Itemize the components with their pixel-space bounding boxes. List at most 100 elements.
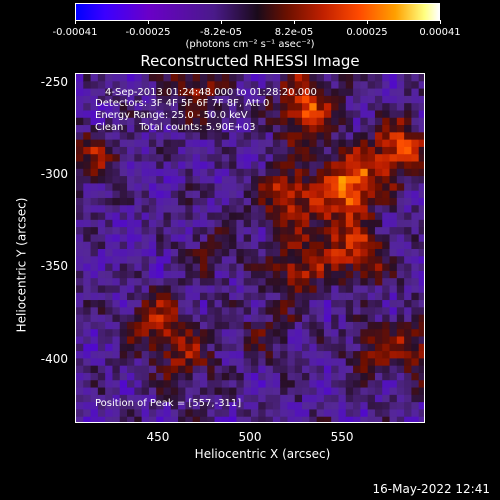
heatmap-cell xyxy=(331,197,340,206)
heatmap-cell xyxy=(134,176,143,184)
heatmap-cell xyxy=(411,285,420,294)
heatmap-cell xyxy=(389,263,398,272)
heatmap-cell xyxy=(156,270,165,279)
heatmap-cell xyxy=(382,336,391,345)
heatmap-cell xyxy=(156,95,165,104)
heatmap-cell xyxy=(272,103,281,112)
heatmap-cell xyxy=(280,263,289,272)
heatmap-cell xyxy=(367,125,376,133)
heatmap-cell xyxy=(272,351,281,359)
heatmap-cell xyxy=(272,263,281,272)
heatmap-cell xyxy=(353,212,361,221)
heatmap-cell xyxy=(178,125,186,133)
heatmap-cell xyxy=(119,307,128,316)
heatmap-cell xyxy=(258,372,267,381)
heatmap-cell xyxy=(178,278,186,287)
heatmap-cell xyxy=(382,219,391,228)
heatmap-cell xyxy=(192,88,201,97)
heatmap-cell xyxy=(338,336,347,345)
heatmap-cell xyxy=(258,329,267,338)
heatmap-cell xyxy=(119,183,128,192)
heatmap-cell xyxy=(258,139,267,148)
heatmap-cell xyxy=(353,343,361,352)
heatmap-cell xyxy=(141,314,150,323)
heatmap-cell xyxy=(353,402,361,411)
heatmap-cell xyxy=(294,249,303,257)
heatmap-cell xyxy=(353,249,361,257)
heatmap-cell xyxy=(134,314,143,323)
heatmap-cell xyxy=(302,190,310,199)
heatmap-cell xyxy=(302,176,310,184)
heatmap-cell xyxy=(229,343,238,352)
heatmap-cell xyxy=(389,95,398,104)
heatmap-cell xyxy=(221,256,230,265)
heatmap-cell xyxy=(199,132,208,141)
heatmap-cell xyxy=(411,161,420,170)
heatmap-cell xyxy=(272,307,281,316)
heatmap-cell xyxy=(360,387,369,396)
heatmap-cell xyxy=(236,256,245,265)
heatmap-cell xyxy=(345,227,354,236)
heatmap-cell xyxy=(148,380,157,389)
heatmap-cell xyxy=(331,372,340,381)
heatmap-cell xyxy=(367,234,376,243)
heatmap-cell xyxy=(323,336,332,345)
heatmap-cell xyxy=(404,190,413,199)
heatmap-cell xyxy=(404,146,413,155)
heatmap-cell xyxy=(396,139,405,148)
image-plot-area[interactable] xyxy=(75,73,425,423)
heatmap-cell xyxy=(229,263,238,272)
heatmap-cell xyxy=(214,176,223,184)
heatmap-cell xyxy=(411,183,420,192)
heatmap-cell xyxy=(360,212,369,221)
heatmap-cell xyxy=(156,117,165,126)
heatmap-cell xyxy=(389,197,398,206)
heatmap-cell xyxy=(323,278,332,287)
heatmap-cell xyxy=(382,125,391,133)
heatmap-cell xyxy=(207,190,216,199)
heatmap-cell xyxy=(221,103,230,112)
heatmap-cell xyxy=(309,139,318,148)
heatmap-cell xyxy=(148,249,157,257)
heatmap-cell xyxy=(338,146,347,155)
heatmap-cell xyxy=(287,270,296,279)
timestamp: 16-May-2022 12:41 xyxy=(372,482,490,496)
heatmap-cell xyxy=(418,154,424,163)
heatmap-cell xyxy=(207,95,216,104)
heatmap-cell xyxy=(221,402,230,411)
heatmap-cell xyxy=(199,329,208,338)
heatmap-cell xyxy=(396,292,405,301)
heatmap-cell xyxy=(280,270,289,279)
heatmap-cell xyxy=(178,241,186,250)
heatmap-cell xyxy=(185,292,194,301)
heatmap-cell xyxy=(163,95,172,104)
heatmap-cell xyxy=(272,329,281,338)
heatmap-cell xyxy=(185,190,194,199)
heatmap-cell xyxy=(141,343,150,352)
heatmap-cell xyxy=(214,117,223,126)
heatmap-cell xyxy=(418,168,424,177)
heatmap-cell xyxy=(353,387,361,396)
heatmap-cell xyxy=(323,88,332,97)
heatmap-cell xyxy=(229,74,238,82)
heatmap-cell xyxy=(199,314,208,323)
heatmap-cell xyxy=(309,300,318,308)
heatmap-cell xyxy=(251,343,259,352)
heatmap-cell xyxy=(156,343,165,352)
heatmap-cell xyxy=(90,263,99,272)
heatmap-cell xyxy=(396,74,405,82)
heatmap-cell xyxy=(418,227,424,236)
heatmap-cell xyxy=(316,314,325,323)
heatmap-cell xyxy=(265,103,274,112)
heatmap-cell xyxy=(97,307,106,316)
heatmap-cell xyxy=(243,314,252,323)
heatmap-cell xyxy=(148,365,157,374)
heatmap-cell xyxy=(396,95,405,104)
heatmap-cell xyxy=(221,88,230,97)
heatmap-cell xyxy=(127,176,135,184)
heatmap-cell xyxy=(302,249,310,257)
heatmap-cell xyxy=(243,117,252,126)
heatmap-cell xyxy=(280,402,289,411)
heatmap-cell xyxy=(192,358,201,367)
heatmap-cell xyxy=(309,234,318,243)
